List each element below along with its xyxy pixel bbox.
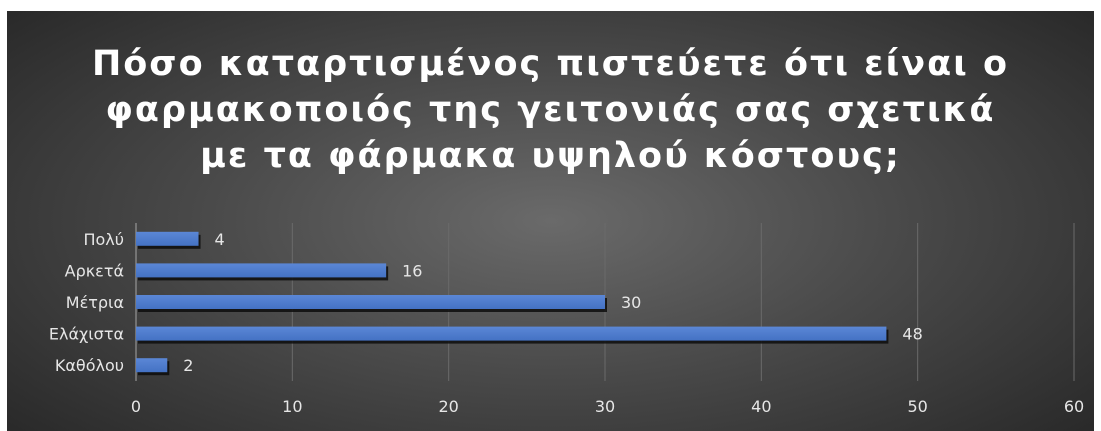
y-tick-label-0: Πολύ: [83, 230, 124, 249]
x-tick-label-0: 0: [131, 397, 141, 416]
chart-title: Πόσο καταρτισμένος πιστεύετε ότι είναι ο…: [7, 41, 1094, 179]
y-tick-label-1: Αρκετά: [65, 261, 124, 280]
chart-plot: 0 10 20 30 40 50 60 Πολύ 4 Αρκετά 16 Μέτρια 30 Ελάχισ…: [49, 223, 1084, 416]
data-label-1: 16: [402, 261, 422, 280]
data-label-3: 48: [902, 325, 922, 344]
bar-1: [136, 263, 387, 278]
x-tick-label-60: 60: [1064, 397, 1084, 416]
bar-3: [136, 326, 887, 341]
data-label-2: 30: [621, 293, 641, 312]
x-tick-label-30: 30: [595, 397, 615, 416]
x-tick-label-50: 50: [907, 397, 927, 416]
bar-0: [136, 231, 199, 246]
x-tick-label-40: 40: [751, 397, 771, 416]
data-label-0: 4: [215, 230, 225, 249]
data-label-4: 2: [183, 356, 193, 375]
y-tick-label-2: Μέτρια: [66, 293, 124, 312]
chart-title-line-3: με τα φάρμακα υψηλού κόστους;: [200, 136, 901, 176]
x-tick-label-20: 20: [438, 397, 458, 416]
chart-title-line-1: Πόσο καταρτισμένος πιστεύετε ότι είναι ο: [91, 44, 1010, 84]
x-tick-label-10: 10: [282, 397, 302, 416]
chart-title-line-2: φαρμακοποιός της γειτονιάς σας σχετικά: [105, 90, 996, 130]
chart-panel: Πόσο καταρτισμένος πιστεύετε ότι είναι ο…: [7, 11, 1094, 431]
y-tick-label-3: Ελάχιστα: [49, 325, 124, 344]
y-tick-label-4: Καθόλου: [55, 356, 124, 375]
bar-4: [136, 358, 168, 373]
bar-2: [136, 295, 605, 309]
